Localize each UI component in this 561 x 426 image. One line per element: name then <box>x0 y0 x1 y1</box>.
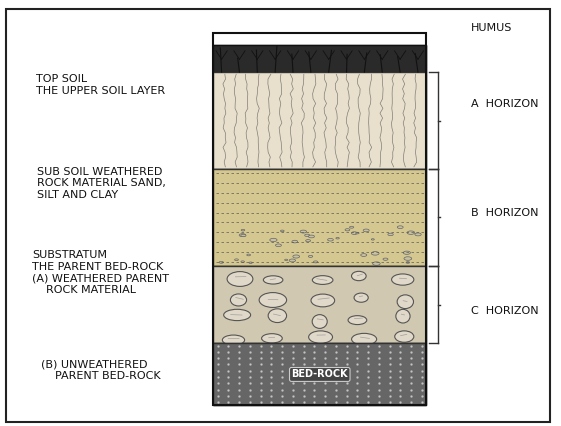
Ellipse shape <box>284 259 288 261</box>
Ellipse shape <box>249 262 252 263</box>
Ellipse shape <box>373 262 380 265</box>
Ellipse shape <box>397 295 413 308</box>
Ellipse shape <box>222 335 245 345</box>
Ellipse shape <box>336 237 339 239</box>
Bar <box>213 45 426 72</box>
Ellipse shape <box>289 259 296 262</box>
Ellipse shape <box>234 259 238 261</box>
Ellipse shape <box>309 256 312 257</box>
Bar <box>213 169 426 266</box>
Ellipse shape <box>361 253 367 256</box>
Bar <box>213 343 426 406</box>
Ellipse shape <box>352 334 376 345</box>
Ellipse shape <box>352 271 366 281</box>
Text: A  HORIZON: A HORIZON <box>471 99 539 109</box>
Ellipse shape <box>371 239 374 240</box>
Ellipse shape <box>328 239 333 241</box>
Text: BED-ROCK: BED-ROCK <box>292 369 348 380</box>
Text: B  HORIZON: B HORIZON <box>471 208 539 218</box>
Ellipse shape <box>241 261 245 262</box>
Ellipse shape <box>397 226 403 228</box>
Ellipse shape <box>356 232 359 234</box>
Ellipse shape <box>392 274 414 285</box>
Bar <box>213 45 426 72</box>
Ellipse shape <box>241 229 245 231</box>
Ellipse shape <box>383 258 388 260</box>
Ellipse shape <box>224 309 251 321</box>
Ellipse shape <box>309 331 333 343</box>
Ellipse shape <box>348 316 367 325</box>
Ellipse shape <box>275 244 282 247</box>
Ellipse shape <box>407 231 415 234</box>
Ellipse shape <box>231 294 247 306</box>
Ellipse shape <box>312 276 333 285</box>
Bar <box>213 72 426 169</box>
Ellipse shape <box>404 257 412 260</box>
Text: C  HORIZON: C HORIZON <box>471 306 539 316</box>
Ellipse shape <box>280 230 284 232</box>
Bar <box>213 266 426 343</box>
Bar <box>213 72 426 169</box>
Ellipse shape <box>312 315 327 328</box>
Ellipse shape <box>259 293 287 308</box>
Ellipse shape <box>415 233 421 236</box>
Ellipse shape <box>403 251 411 254</box>
Ellipse shape <box>345 229 350 231</box>
Text: TOP SOIL
THE UPPER SOIL LAYER: TOP SOIL THE UPPER SOIL LAYER <box>36 75 165 96</box>
Ellipse shape <box>292 240 298 243</box>
Text: HUMUS: HUMUS <box>471 23 513 33</box>
Ellipse shape <box>363 229 369 232</box>
Ellipse shape <box>371 252 379 255</box>
Ellipse shape <box>305 234 310 236</box>
Ellipse shape <box>247 254 251 256</box>
Ellipse shape <box>268 309 287 322</box>
Ellipse shape <box>350 226 354 228</box>
Ellipse shape <box>388 233 393 236</box>
Ellipse shape <box>241 234 246 237</box>
Bar <box>213 33 426 406</box>
Ellipse shape <box>219 261 223 263</box>
Bar <box>213 343 426 406</box>
Text: SUBSTRATUM
THE PARENT BED-ROCK
(A) WEATHERED PARENT
    ROCK MATERIAL: SUBSTRATUM THE PARENT BED-ROCK (A) WEATH… <box>33 250 169 295</box>
Ellipse shape <box>239 234 246 236</box>
Ellipse shape <box>293 255 300 258</box>
Bar <box>213 169 426 266</box>
Ellipse shape <box>351 232 357 234</box>
Bar <box>213 266 426 343</box>
Ellipse shape <box>261 334 282 343</box>
Ellipse shape <box>270 238 277 242</box>
Ellipse shape <box>300 230 306 233</box>
Ellipse shape <box>309 235 314 238</box>
Ellipse shape <box>314 261 318 263</box>
Ellipse shape <box>311 294 335 307</box>
Ellipse shape <box>306 239 311 242</box>
Text: SUB SOIL WEATHERED
ROCK MATERIAL SAND,
SILT AND CLAY: SUB SOIL WEATHERED ROCK MATERIAL SAND, S… <box>36 167 165 200</box>
Ellipse shape <box>396 309 410 323</box>
Ellipse shape <box>354 293 368 302</box>
Ellipse shape <box>263 276 283 284</box>
Ellipse shape <box>395 331 414 342</box>
Ellipse shape <box>406 262 410 263</box>
Ellipse shape <box>227 272 253 286</box>
Text: (B) UNWEATHERED
    PARENT BED-ROCK: (B) UNWEATHERED PARENT BED-ROCK <box>41 360 161 381</box>
